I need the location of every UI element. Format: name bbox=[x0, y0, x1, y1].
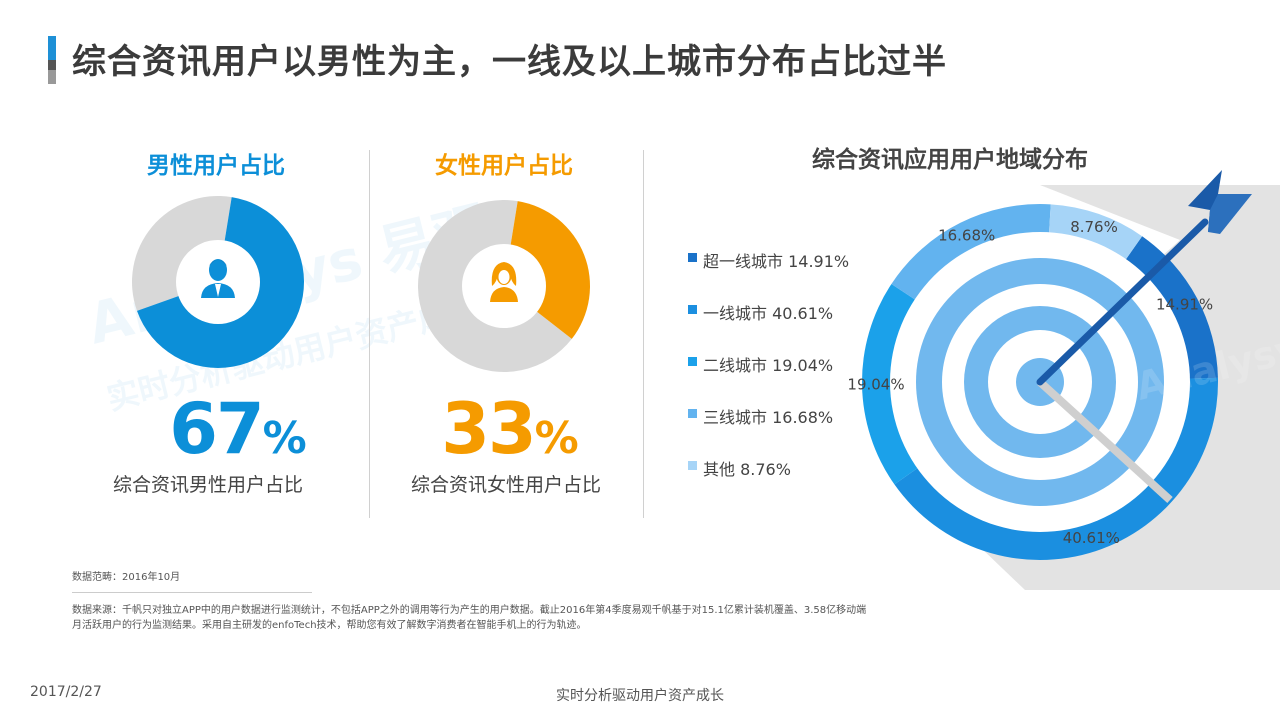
data-source-note: 数据来源：千帆只对独立APP中的用户数据进行监测统计，不包括APP之外的调用等行… bbox=[72, 605, 867, 631]
legend-label: 三线城市 16.68% bbox=[703, 408, 834, 427]
legend-item: 一线城市 40.61% bbox=[688, 300, 849, 352]
region-data-label: 8.76% bbox=[1070, 218, 1118, 236]
footer-date: 2017/2/27 bbox=[30, 684, 102, 700]
legend-swatch bbox=[688, 357, 697, 366]
region-data-label: 19.04% bbox=[847, 375, 904, 393]
female-title: 女性用户占比 bbox=[435, 153, 573, 179]
divider bbox=[369, 150, 370, 518]
male-user-icon bbox=[188, 248, 248, 308]
legend-swatch bbox=[688, 461, 697, 470]
arrow-fletching bbox=[1208, 194, 1252, 234]
legend-item: 其他 8.76% bbox=[688, 456, 849, 508]
arrow-fletching bbox=[1188, 170, 1240, 232]
region-legend: 超一线城市 14.91% 一线城市 40.61% 二线城市 19.04% 三线城市 1… bbox=[688, 248, 849, 508]
female-subtitle: 综合资讯女性用户占比 bbox=[410, 474, 601, 496]
legend-swatch bbox=[688, 253, 697, 262]
region-data-label: 16.68% bbox=[938, 226, 995, 244]
male-donut-chart bbox=[132, 196, 304, 368]
data-range-note: 数据范畴：2016年10月 bbox=[72, 572, 181, 583]
title-accent-bar bbox=[48, 36, 56, 84]
male-title: 男性用户占比 bbox=[147, 153, 285, 179]
male-subtitle: 综合资讯男性用户占比 bbox=[112, 474, 303, 496]
legend-label: 一线城市 40.61% bbox=[703, 304, 834, 323]
region-target-chart: 14.91%40.61%19.04%16.68%8.76% Analysys 易… bbox=[847, 170, 1280, 590]
legend-item: 三线城市 16.68% bbox=[688, 404, 849, 456]
footer-slogan: 实时分析驱动用户资产成长 bbox=[556, 688, 724, 704]
female-user-icon bbox=[490, 262, 518, 302]
divider bbox=[643, 150, 644, 518]
region-chart-title: 综合资讯应用用户地域分布 bbox=[812, 147, 1088, 173]
arrow-shadow bbox=[1037, 379, 1173, 503]
region-data-label: 14.91% bbox=[1156, 296, 1213, 314]
arrow-shaft bbox=[1036, 218, 1209, 386]
legend-label: 其他 8.76% bbox=[703, 460, 791, 479]
legend-item: 超一线城市 14.91% bbox=[688, 248, 849, 300]
female-slice bbox=[504, 201, 590, 339]
legend-swatch bbox=[688, 409, 697, 418]
note-divider bbox=[72, 592, 312, 593]
region-data-label: 40.61% bbox=[1063, 529, 1120, 547]
legend-label: 超一线城市 14.91% bbox=[703, 252, 850, 271]
female-percentage: 33% bbox=[441, 388, 579, 470]
legend-swatch bbox=[688, 305, 697, 314]
page-title: 综合资讯用户以男性为主，一线及以上城市分布占比过半 bbox=[72, 42, 947, 82]
female-donut-chart bbox=[418, 200, 590, 372]
male-percentage: 67% bbox=[169, 388, 307, 470]
legend-label: 二线城市 19.04% bbox=[703, 356, 834, 375]
legend-item: 二线城市 19.04% bbox=[688, 352, 849, 404]
